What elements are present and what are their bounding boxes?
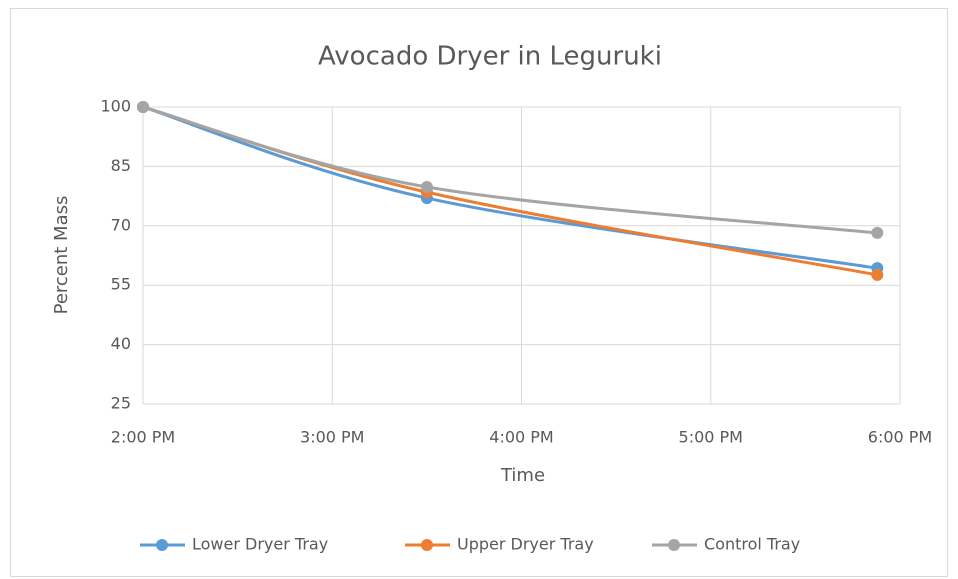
data-point [420, 180, 433, 193]
data-point [137, 101, 149, 113]
chart-frame [10, 8, 948, 577]
legend-marker [421, 539, 433, 551]
y-axis-label: Percent Mass [51, 196, 72, 315]
y-tick-label: 40 [111, 334, 131, 353]
x-tick-label: 6:00 PM [868, 428, 932, 447]
data-point [871, 268, 884, 281]
legend-label: Upper Dryer Tray [457, 535, 594, 554]
x-axis-label: Time [500, 465, 545, 486]
x-tick-label: 3:00 PM [300, 428, 364, 447]
series-line [141, 105, 879, 270]
x-tick-label: 5:00 PM [679, 428, 743, 447]
series-line [141, 105, 879, 235]
y-tick-label: 100 [100, 97, 131, 116]
y-tick-label: 25 [111, 394, 131, 413]
y-tick-label: 85 [111, 156, 131, 175]
x-tick-label: 4:00 PM [489, 428, 553, 447]
data-point [871, 226, 884, 239]
legend-label: Lower Dryer Tray [192, 535, 328, 554]
y-tick-label: 55 [111, 275, 131, 294]
x-tick-label: 2:00 PM [111, 428, 175, 447]
legend-label: Control Tray [704, 535, 800, 554]
legend-marker [668, 539, 680, 551]
chart-title: Avocado Dryer in Leguruki [318, 42, 662, 72]
y-tick-label: 70 [111, 215, 131, 234]
legend-marker [156, 539, 168, 551]
